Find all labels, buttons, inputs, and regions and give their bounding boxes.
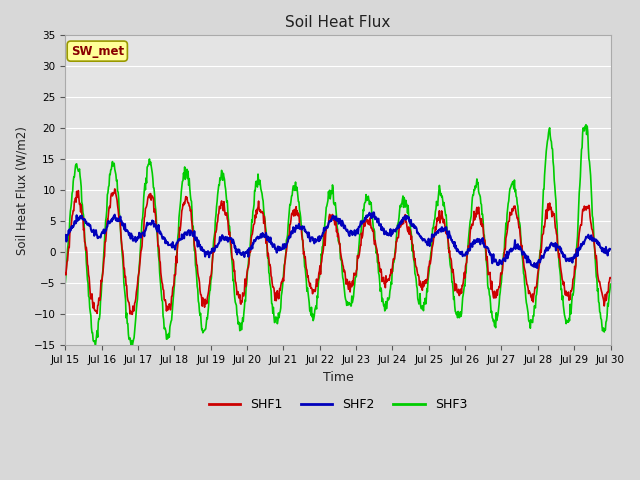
Title: Soil Heat Flux: Soil Heat Flux	[285, 15, 390, 30]
X-axis label: Time: Time	[323, 371, 353, 384]
Y-axis label: Soil Heat Flux (W/m2): Soil Heat Flux (W/m2)	[15, 126, 28, 255]
Legend: SHF1, SHF2, SHF3: SHF1, SHF2, SHF3	[204, 394, 472, 417]
Text: SW_met: SW_met	[71, 45, 124, 58]
